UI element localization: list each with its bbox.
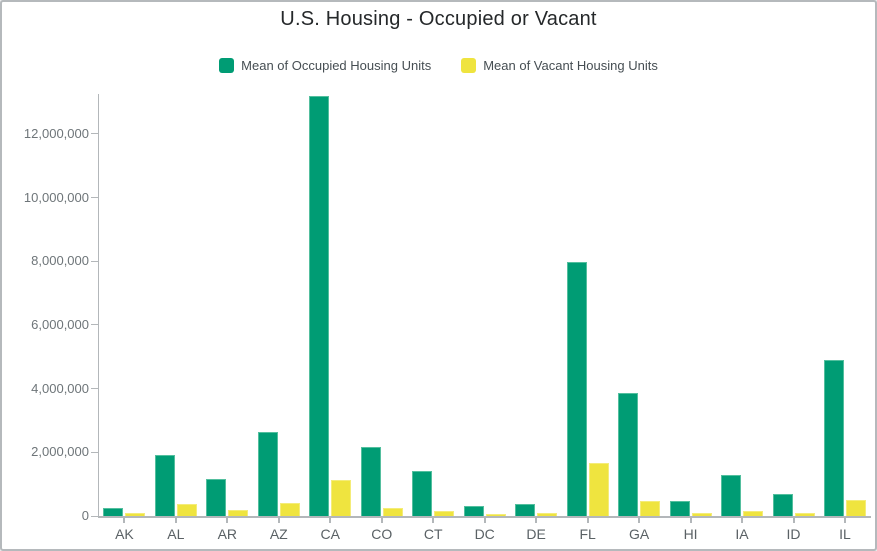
y-axis-tick [91, 133, 98, 135]
x-axis-tick [380, 518, 383, 523]
x-axis-label-GA: GA [628, 526, 650, 542]
x-axis-label-AR: AR [217, 526, 238, 542]
bar-vacant-AK[interactable] [125, 513, 146, 516]
x-axis-tick [329, 518, 332, 523]
bar-vacant-HI[interactable] [691, 513, 712, 516]
x-axis-tick [123, 518, 126, 523]
x-axis-label-DC: DC [474, 526, 495, 542]
y-axis-tick-label: 0 [81, 508, 89, 523]
y-axis-tick-label: 8,000,000 [31, 253, 89, 269]
y-axis-tick [91, 451, 98, 453]
bar-occupied-IL[interactable] [823, 359, 844, 516]
green-square-icon [219, 57, 235, 73]
bar-occupied-DC[interactable] [463, 506, 484, 516]
x-axis-label-ID: ID [786, 526, 801, 542]
x-axis-label-AZ: AZ [269, 526, 288, 542]
bar-vacant-DE[interactable] [537, 513, 558, 516]
x-axis-label-CO: CO [371, 526, 393, 542]
x-axis-tick [792, 518, 795, 523]
bar-occupied-AZ[interactable] [257, 431, 278, 516]
y-axis-tick-label: 4,000,000 [31, 380, 89, 396]
y-axis-tick [91, 197, 98, 198]
y-axis-tick [91, 324, 98, 326]
y-axis-tick [91, 515, 98, 517]
legend-item-occupied[interactable]: Mean of Occupied Housing Units [219, 57, 432, 73]
x-axis-label-DE: DE [526, 526, 546, 542]
legend-item-vacant[interactable]: Mean of Vacant Housing Units [461, 57, 658, 73]
x-axis-label-AK: AK [115, 526, 134, 542]
x-axis-label-IA: IA [735, 526, 749, 542]
bar-occupied-AR[interactable] [206, 478, 227, 516]
bar-occupied-GA[interactable] [618, 392, 639, 516]
x-axis-label-IL: IL [839, 526, 851, 542]
bar-occupied-CA[interactable] [309, 95, 330, 516]
legend-label-vacant: Mean of Vacant Housing Units [483, 57, 658, 73]
x-axis-label-CA: CA [320, 526, 340, 542]
bar-vacant-CO[interactable] [382, 507, 403, 516]
bar-occupied-AK[interactable] [103, 508, 124, 516]
bar-occupied-DE[interactable] [515, 503, 536, 516]
x-axis-tick [689, 518, 692, 523]
bar-vacant-CA[interactable] [331, 480, 352, 516]
yellow-square-icon [461, 57, 477, 73]
y-axis-tick [91, 260, 98, 262]
bar-vacant-FL[interactable] [588, 463, 609, 516]
bar-occupied-AL[interactable] [154, 454, 175, 516]
plot-area: 0 2,000,000 4,000,000 6,000,000 8,000,000 10,… [24, 94, 871, 542]
bar-vacant-AL[interactable] [176, 503, 197, 516]
x-axis-tick [432, 518, 435, 523]
bar-vacant-ID[interactable] [794, 512, 815, 516]
bar-occupied-FL[interactable] [566, 261, 587, 516]
legend-label-occupied: Mean of Occupied Housing Units [241, 57, 432, 73]
x-axis-tick [226, 518, 229, 523]
x-axis-tick [535, 518, 538, 523]
y-axis-tick-label: 10,000,000 [23, 189, 89, 205]
bar-occupied-IA[interactable] [721, 474, 742, 516]
bar-vacant-CT[interactable] [434, 510, 455, 516]
x-axis-label-FL: FL [579, 526, 596, 542]
x-axis-tick [843, 518, 846, 523]
x-axis-tick [741, 518, 744, 523]
y-axis-tick-label: 12,000,000 [23, 125, 89, 141]
x-axis-tick [277, 518, 280, 523]
x-axis-tick [586, 518, 589, 523]
y-axis-tick-label: 2,000,000 [31, 444, 89, 460]
bar-occupied-ID[interactable] [772, 494, 793, 516]
bar-vacant-IA[interactable] [743, 511, 764, 516]
bar-vacant-DC[interactable] [485, 514, 506, 516]
y-axis-tick [91, 388, 98, 390]
bar-occupied-HI[interactable] [669, 500, 690, 516]
chart-title: U.S. Housing - Occupied or Vacant [280, 8, 597, 30]
bar-vacant-GA[interactable] [640, 500, 661, 516]
x-axis-tick [483, 518, 486, 523]
x-axis-tick [638, 518, 641, 523]
x-axis-tick [174, 518, 177, 523]
x-axis-label-AL: AL [167, 526, 185, 542]
chart-legend: Mean of Occupied Housing Units Mean of V… [2, 56, 875, 74]
bar-vacant-IL[interactable] [845, 500, 866, 516]
y-axis-tick-label: 6,000,000 [31, 316, 89, 332]
x-axis-label-HI: HI [683, 526, 698, 542]
bar-vacant-AZ[interactable] [279, 502, 300, 516]
bar-vacant-AR[interactable] [228, 509, 249, 516]
bar-occupied-CT[interactable] [412, 471, 433, 516]
bar-occupied-CO[interactable] [360, 447, 381, 516]
x-axis-label-CT: CT [423, 526, 443, 542]
